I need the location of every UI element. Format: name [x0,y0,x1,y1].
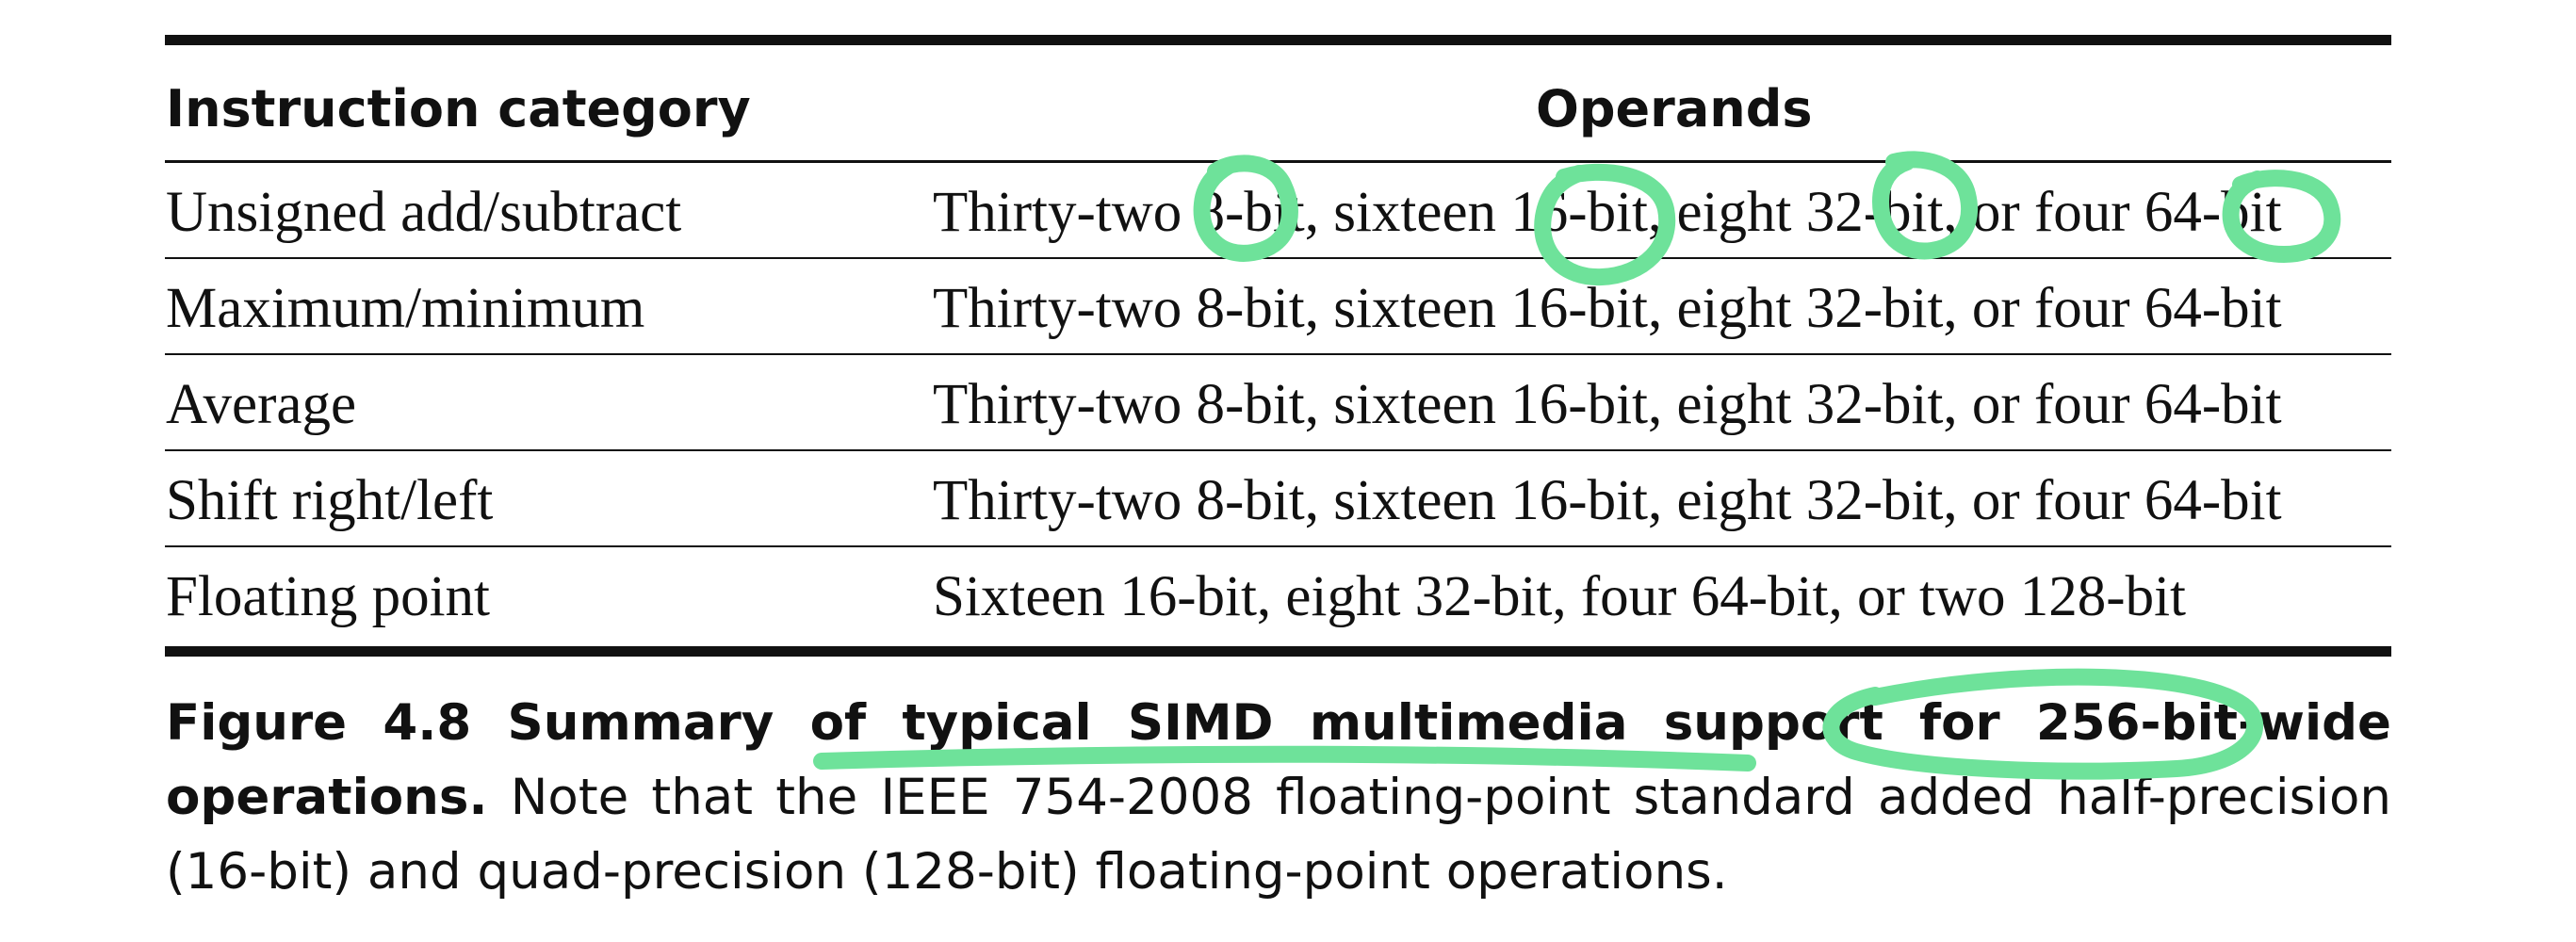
table-header-rule [165,160,2391,163]
row-divider [165,449,2391,451]
row-1-operands: Thirty-two 8-bit, sixteen 16-bit, eight … [933,181,2282,244]
row-divider [165,257,2391,259]
row-2-category: Maximum/minimum [166,277,645,340]
row-5-operands: Sixteen 16-bit, eight 32-bit, four 64-bi… [933,565,2186,628]
header-operands: Operands [1536,79,1813,138]
row-divider [165,353,2391,355]
table-bottom-rule [165,646,2391,657]
row-divider [165,545,2391,547]
table-top-rule [165,35,2391,45]
row-4-category: Shift right/left [166,469,494,532]
row-4-operands: Thirty-two 8-bit, sixteen 16-bit, eight … [933,469,2282,532]
header-instruction-category: Instruction category [166,79,751,138]
row-2-operands: Thirty-two 8-bit, sixteen 16-bit, eight … [933,277,2282,340]
row-1-category: Unsigned add/subtract [166,181,682,244]
row-3-category: Average [166,373,357,436]
row-5-category: Floating point [166,565,490,628]
caption-body: Note that the IEEE 754-2008 floating-poi… [166,769,2391,901]
row-3-operands: Thirty-two 8-bit, sixteen 16-bit, eight … [933,373,2282,436]
figure-caption: Figure 4.8 Summary of typical SIMD multi… [166,686,2391,909]
